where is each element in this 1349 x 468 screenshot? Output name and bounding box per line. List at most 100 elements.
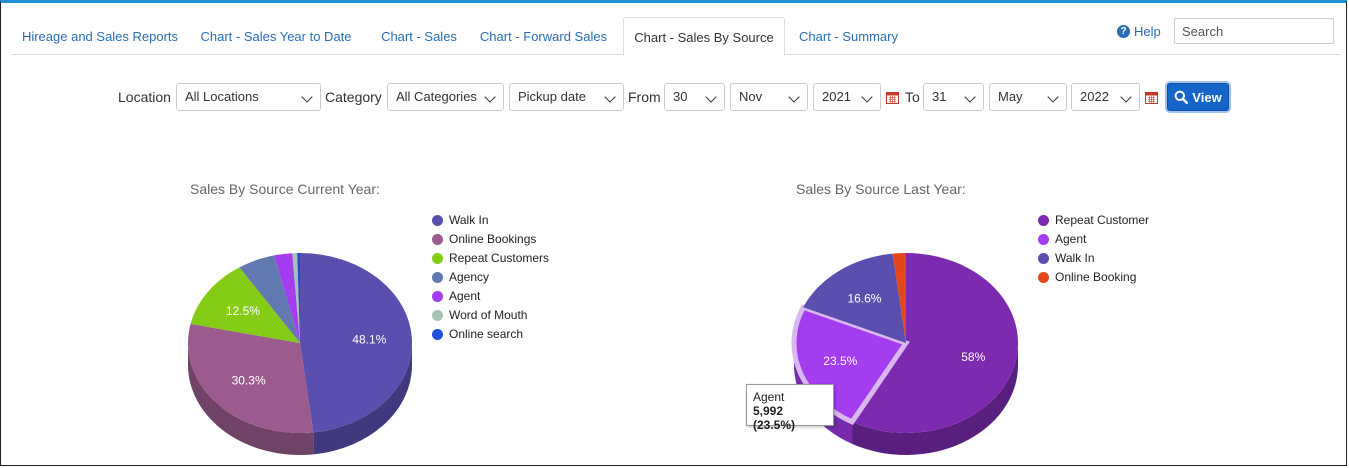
date-type-value: Pickup date bbox=[518, 89, 586, 104]
tab-sales[interactable]: Chart - Sales bbox=[381, 29, 457, 44]
to-month-value: May bbox=[998, 89, 1023, 104]
legend-label: Agent bbox=[1055, 232, 1087, 246]
pie-chart-current-year: 48.1% 30.3% 12.5% bbox=[188, 253, 412, 455]
location-select[interactable]: All Locations bbox=[176, 83, 321, 111]
legend-item[interactable]: Agency bbox=[432, 270, 489, 284]
from-day-select[interactable]: 30 bbox=[664, 83, 725, 111]
pie-slice-agency[interactable] bbox=[239, 255, 300, 343]
pie-slice-online-search[interactable] bbox=[297, 253, 300, 343]
from-month-value: Nov bbox=[739, 89, 763, 104]
to-year-select[interactable]: 2022 bbox=[1071, 83, 1140, 111]
tab-bar: Hireage and Sales Reports Chart - Sales … bbox=[11, 17, 1341, 56]
category-select[interactable]: All Categories bbox=[387, 83, 504, 111]
chevron-down-icon bbox=[705, 91, 717, 103]
search-icon bbox=[1174, 90, 1189, 104]
legend-item[interactable]: Agent bbox=[1038, 232, 1086, 246]
help-label: Help bbox=[1134, 24, 1161, 39]
tab-forward-sales[interactable]: Chart - Forward Sales bbox=[479, 29, 608, 44]
help-icon: ? bbox=[1117, 25, 1130, 38]
location-value: All Locations bbox=[185, 89, 259, 104]
legend-dot-icon bbox=[432, 252, 443, 264]
chevron-down-icon bbox=[788, 91, 800, 103]
legend-dot-icon bbox=[432, 233, 443, 245]
legend-label: Agent bbox=[449, 289, 481, 303]
legend-item[interactable]: Agent bbox=[432, 289, 480, 303]
data-label: 30.3% bbox=[232, 374, 266, 388]
data-label: 23.5% bbox=[823, 354, 857, 368]
legend-item[interactable]: Repeat Customers bbox=[432, 251, 549, 265]
legend-label: Walk In bbox=[1055, 251, 1095, 265]
to-year-value: 2022 bbox=[1080, 89, 1109, 104]
calendar-icon[interactable] bbox=[886, 91, 899, 104]
tab-hireage-sales-reports[interactable]: Hireage and Sales Reports bbox=[21, 29, 179, 44]
legend-dot-icon bbox=[432, 271, 443, 283]
from-day-value: 30 bbox=[673, 89, 688, 104]
category-value: All Categories bbox=[396, 89, 477, 104]
legend-item[interactable]: Online Booking bbox=[1038, 270, 1136, 284]
pie-slice-walk-in[interactable] bbox=[803, 253, 906, 343]
pie-slice-online-booking[interactable] bbox=[892, 253, 906, 343]
to-day-value: 31 bbox=[932, 89, 947, 104]
pie-side-walk-in bbox=[313, 343, 412, 455]
legend-item[interactable]: Online search bbox=[432, 327, 523, 341]
calendar-icon[interactable] bbox=[1145, 91, 1158, 104]
pie-side-repeat-customer bbox=[852, 343, 1018, 455]
chevron-down-icon bbox=[484, 91, 496, 103]
pie-slice-online-bookings[interactable] bbox=[188, 323, 314, 433]
legend-label: Word of Mouth bbox=[449, 308, 528, 322]
chart-tooltip: Agent 5,992 (23.5%) bbox=[746, 384, 834, 432]
to-day-select[interactable]: 31 bbox=[923, 83, 984, 111]
tab-sales-year-to-date[interactable]: Chart - Sales Year to Date bbox=[200, 29, 352, 44]
legend-item[interactable]: Walk In bbox=[1038, 251, 1095, 265]
pie-chart-last-year: 58% 23.5% 16.6% bbox=[791, 253, 1018, 455]
location-label: Location bbox=[118, 89, 171, 105]
data-label: 12.5% bbox=[226, 304, 260, 318]
pie-slice-agent[interactable] bbox=[274, 253, 300, 343]
legend-dot-icon bbox=[1038, 214, 1049, 226]
legend-item[interactable]: Repeat Customer bbox=[1038, 213, 1149, 227]
chevron-down-icon bbox=[1120, 91, 1132, 103]
pie-slice-repeat-customers[interactable] bbox=[190, 267, 300, 343]
chevron-down-icon bbox=[1047, 91, 1059, 103]
date-type-select[interactable]: Pickup date bbox=[509, 83, 624, 111]
legend-dot-icon bbox=[432, 328, 443, 340]
pie-slice-word-of-mouth[interactable] bbox=[292, 253, 300, 343]
chevron-down-icon bbox=[861, 91, 873, 103]
chevron-down-icon bbox=[964, 91, 976, 103]
data-label: 58% bbox=[961, 350, 985, 364]
pie-slice-repeat-customer[interactable] bbox=[852, 253, 1018, 433]
pie-side-online-bookings bbox=[188, 343, 314, 455]
legend-item[interactable]: Word of Mouth bbox=[432, 308, 527, 322]
data-label: 16.6% bbox=[847, 291, 881, 305]
legend-dot-icon bbox=[432, 290, 443, 302]
legend-item[interactable]: Online Bookings bbox=[432, 232, 536, 246]
tooltip-value: 5,992 (23.5%) bbox=[753, 404, 796, 432]
legend-dot-icon bbox=[432, 309, 443, 321]
legend-label: Walk In bbox=[449, 213, 489, 227]
legend-label: Agency bbox=[449, 270, 490, 284]
legend-label: Online Booking bbox=[1055, 270, 1137, 284]
legend-dot-icon bbox=[432, 214, 443, 226]
from-label: From bbox=[628, 89, 661, 105]
from-year-select[interactable]: 2021 bbox=[813, 83, 881, 111]
tab-summary[interactable]: Chart - Summary bbox=[799, 29, 898, 44]
filter-bar: Location All Locations Category All Cate… bbox=[0, 83, 1349, 111]
legend-label: Online Bookings bbox=[449, 232, 537, 246]
to-month-select[interactable]: May bbox=[989, 83, 1067, 111]
view-button[interactable]: View bbox=[1167, 83, 1229, 111]
legend-label: Repeat Customer bbox=[1055, 213, 1150, 227]
pie-slice-walk-in[interactable] bbox=[300, 253, 412, 433]
tab-sales-by-source[interactable]: Chart - Sales By Source bbox=[623, 17, 785, 56]
chart-title-current-year: Sales By Source Current Year: bbox=[190, 181, 380, 197]
help-link[interactable]: ? Help bbox=[1117, 24, 1161, 39]
data-label: 48.1% bbox=[352, 333, 386, 347]
legend-item[interactable]: Walk In bbox=[432, 213, 489, 227]
chevron-down-icon bbox=[604, 91, 616, 103]
legend-dot-icon bbox=[1038, 233, 1049, 245]
search-input[interactable] bbox=[1174, 18, 1334, 44]
from-year-value: 2021 bbox=[822, 89, 851, 104]
view-label: View bbox=[1192, 89, 1222, 105]
legend-dot-icon bbox=[1038, 252, 1049, 264]
from-month-select[interactable]: Nov bbox=[730, 83, 808, 111]
